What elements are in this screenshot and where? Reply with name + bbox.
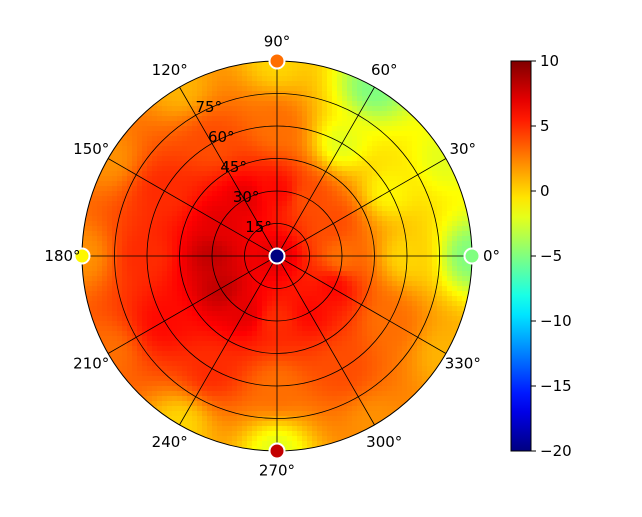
angle-tick-label: 120° [152, 61, 188, 79]
angle-tick-label: 0° [483, 247, 500, 265]
radial-tick-label: 75° [196, 98, 223, 116]
radial-tick-label: 45° [220, 158, 247, 176]
angle-tick-label: 180° [44, 247, 80, 265]
radial-tick-label: 30° [233, 188, 260, 206]
angle-tick-label: 270° [259, 462, 295, 480]
angle-tick-label: 300° [366, 433, 402, 451]
colorbar-tick-label: −15 [540, 377, 572, 395]
data-marker [465, 249, 480, 264]
colorbar-tick-label: −5 [540, 247, 562, 265]
angle-tick-label: 330° [445, 354, 481, 372]
colorbar-tick-label: 10 [540, 52, 559, 70]
angle-tick-label: 150° [73, 140, 109, 158]
angle-tick-label: 90° [264, 33, 291, 51]
data-marker [270, 444, 285, 459]
colorbar: 10 5 0 −5 −10 −15 −20 [511, 52, 572, 460]
colorbar-tick-label: −10 [540, 312, 572, 330]
angle-tick-label: 210° [73, 354, 109, 372]
colorbar-gradient [511, 61, 531, 451]
radial-tick-label: 60° [208, 128, 235, 146]
angle-tick-label: 30° [449, 140, 476, 158]
radial-tick-label: 15° [245, 218, 272, 236]
data-marker [270, 249, 285, 264]
angle-tick-label: 60° [371, 61, 398, 79]
colorbar-tick-label: 5 [540, 117, 550, 135]
data-marker [270, 54, 285, 69]
angle-tick-label: 240° [152, 433, 188, 451]
colorbar-tick-label: 0 [540, 182, 550, 200]
colorbar-tick-label: −20 [540, 442, 572, 460]
